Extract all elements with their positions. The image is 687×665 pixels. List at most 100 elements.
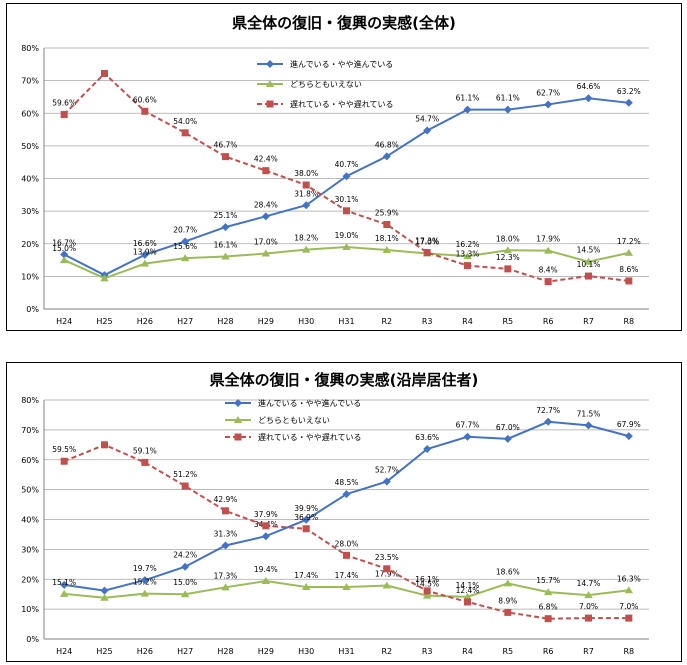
data-label: 10.1%: [577, 260, 601, 269]
data-point: [543, 246, 553, 254]
data-label: 7.0%: [619, 602, 638, 611]
data-label: 72.2%: [7, 4, 19, 6]
legend-entry: 進んでいる・やや進んでいる: [225, 399, 361, 408]
data-point: [463, 105, 472, 114]
x-tick-label: R7: [583, 647, 594, 656]
data-point: [464, 262, 471, 270]
data-label: 71.5%: [577, 409, 601, 418]
chart-panel-coastal: 県全体の復旧・復興の実感(沿岸居住者) 0% 10% 20% 30% 40% 50% 60%…: [6, 362, 682, 662]
x-tick-label: H26: [137, 317, 153, 326]
data-point: [585, 614, 592, 622]
data-label: 25.9%: [375, 209, 399, 218]
x-tick-label: H25: [96, 317, 112, 326]
data-label: 59.6%: [52, 99, 76, 108]
data-point: [625, 277, 633, 285]
data-point: [503, 579, 513, 587]
data-label: 18.1%: [7, 363, 19, 365]
legend-label: 遅れている・やや遅れている: [290, 100, 394, 109]
data-point: [222, 507, 229, 515]
data-label: 15.7%: [536, 576, 560, 585]
data-label: 20.7%: [173, 225, 197, 234]
y-tick-label: 80%: [21, 44, 39, 53]
data-label: 17.0%: [254, 238, 278, 247]
data-point: [342, 243, 351, 251]
data-label: 30.1%: [335, 195, 359, 204]
legend-entry: 遅れている・やや遅れている: [257, 100, 394, 109]
data-label: 38.0%: [294, 169, 318, 178]
data-point: [60, 111, 68, 119]
data-label: 67.9%: [617, 420, 641, 429]
data-point: [181, 129, 189, 137]
data-label: 62.7%: [536, 88, 560, 97]
data-label: 15.0%: [52, 244, 76, 253]
data-point: [503, 434, 512, 443]
y-tick-label: 70%: [21, 426, 39, 435]
data-point: [140, 259, 150, 267]
data-label: 17.4%: [335, 571, 359, 580]
data-label: 17.9%: [536, 235, 560, 244]
y-tick-label: 30%: [21, 207, 39, 216]
x-tick-label: H27: [177, 647, 193, 656]
x-tick-label: R8: [624, 647, 635, 656]
x-tick-label: H28: [217, 317, 233, 326]
y-tick-label: 50%: [21, 142, 39, 151]
data-point: [141, 107, 149, 115]
data-point: [59, 256, 69, 264]
series-line: [63, 443, 629, 620]
data-point: [584, 94, 593, 103]
data-point: [234, 399, 242, 407]
line-chart-coastal: 0% 10% 20% 30% 40% 50% 60% 70% 80% H24 H25 H26 H27 H2…: [7, 363, 649, 656]
x-tick-label: R3: [422, 647, 433, 656]
data-point: [59, 589, 69, 597]
data-label: 19.0%: [335, 231, 359, 240]
data-point: [262, 522, 270, 530]
data-label: 14.7%: [577, 579, 601, 588]
chart-panel-overall: 県全体の復旧・復興の実感(全体) 0% 10% 20% 30% 40% 50% 60% 70%…: [6, 3, 682, 331]
data-point: [261, 577, 271, 585]
data-label: 17.0%: [415, 238, 439, 247]
data-label: 67.0%: [496, 423, 520, 432]
x-tick-label: H27: [177, 317, 193, 326]
y-tick-label: 30%: [21, 545, 39, 554]
data-label: 46.7%: [214, 141, 238, 150]
data-label: 15.6%: [173, 242, 197, 251]
data-point: [301, 583, 311, 591]
data-point: [266, 60, 274, 68]
series-2: [60, 69, 633, 286]
data-point: [544, 100, 553, 109]
data-label: 16.6%: [133, 239, 157, 248]
legend-entry: どちらともいえない: [257, 80, 362, 89]
x-tick-label: H25: [96, 647, 112, 656]
data-point: [261, 249, 271, 257]
data-label: 19.4%: [254, 565, 278, 574]
data-point: [181, 482, 189, 490]
series-0: [60, 417, 633, 595]
data-point: [221, 583, 230, 591]
data-point: [180, 254, 190, 262]
x-tick-label: H31: [338, 317, 354, 326]
data-point: [140, 589, 150, 597]
data-label: 8.6%: [619, 265, 638, 274]
data-label: 37.9%: [254, 510, 278, 519]
data-point: [584, 257, 593, 265]
data-label: 17.3%: [214, 571, 238, 580]
data-label: 16.1%: [214, 240, 238, 249]
data-point: [101, 69, 108, 77]
x-tick-label: H28: [217, 647, 233, 656]
data-label: 15.1%: [52, 578, 76, 587]
data-label: 61.1%: [456, 94, 480, 103]
x-tick-label: R6: [543, 317, 554, 326]
data-label: 48.5%: [335, 478, 359, 487]
x-tick-label: R7: [583, 317, 594, 326]
data-label: 28.0%: [335, 539, 359, 548]
x-tick-label: R5: [503, 647, 514, 656]
x-tick-label: H24: [56, 647, 72, 656]
data-point: [503, 246, 513, 254]
data-point: [100, 593, 109, 601]
data-label: 13.8%: [7, 363, 19, 365]
data-point: [463, 252, 472, 260]
data-label: 46.8%: [375, 140, 399, 149]
data-label: 18.0%: [496, 234, 520, 243]
y-tick-label: 40%: [21, 516, 39, 525]
data-label: 17.9%: [375, 570, 399, 579]
